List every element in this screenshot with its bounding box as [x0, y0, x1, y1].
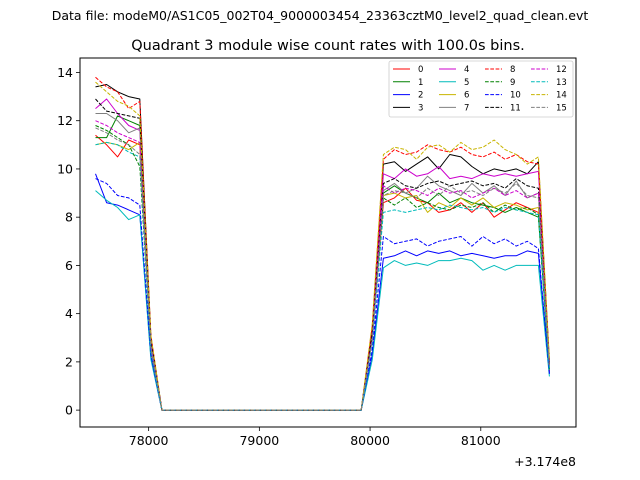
y-tick-label: 12	[57, 113, 73, 128]
legend-label-14: 14	[556, 91, 567, 101]
y-tick-label: 6	[65, 258, 73, 273]
legend-label-0: 0	[418, 65, 423, 75]
legend-label-2: 2	[418, 91, 423, 101]
x-tick-label: 78000	[129, 433, 169, 448]
x-offset-label: +3.174e8	[514, 454, 576, 469]
legend-label-10: 10	[510, 91, 521, 101]
legend-label-6: 6	[464, 91, 469, 101]
figure-suptitle: Data file: modeM0/AS1C05_002T04_90000034…	[52, 8, 589, 23]
legend-label-13: 13	[556, 78, 567, 88]
y-tick-label: 2	[65, 354, 73, 369]
axes-frame	[79, 57, 577, 428]
legend-frame	[388, 60, 574, 118]
legend-label-3: 3	[418, 103, 423, 113]
x-axis: 78000 79000 80000 81000	[129, 427, 501, 448]
x-tick-label: 79000	[239, 433, 279, 448]
y-tick-label: 8	[65, 210, 73, 225]
legend-label-7: 7	[464, 103, 469, 113]
x-tick-label: 80000	[350, 433, 390, 448]
series-layer	[95, 76, 550, 411]
legend-label-9: 9	[510, 78, 515, 88]
legend-label-5: 5	[464, 78, 469, 88]
legend-label-8: 8	[510, 65, 515, 75]
y-tick-label: 0	[65, 403, 73, 418]
y-tick-label: 14	[57, 65, 73, 80]
series-line-15	[95, 127, 550, 411]
legend-label-11: 11	[510, 103, 521, 113]
plot-area	[80, 58, 576, 427]
legend-label-12: 12	[556, 65, 567, 75]
legend-label-1: 1	[418, 78, 423, 88]
x-tick-label: 81000	[461, 433, 501, 448]
y-axis: 0 2 4 6 8 10 12 14	[57, 65, 80, 418]
y-tick-label: 4	[65, 306, 73, 321]
legend-label-15: 15	[556, 103, 567, 113]
y-tick-label: 10	[57, 161, 73, 176]
chart-title: Quadrant 3 module wise count rates with …	[131, 38, 525, 54]
legend-label-4: 4	[464, 65, 469, 75]
